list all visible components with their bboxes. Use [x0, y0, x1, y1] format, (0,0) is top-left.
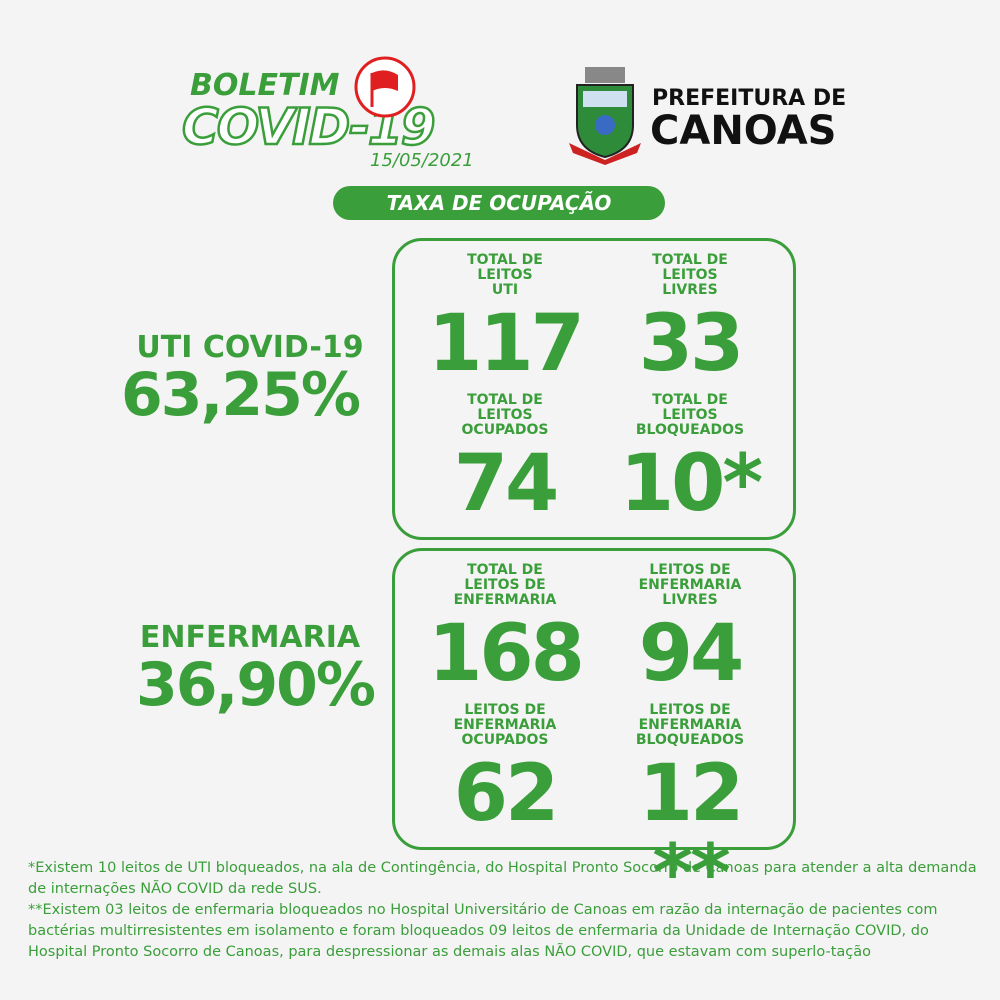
footnotes: *Existem 10 leitos de UTI bloqueados, na… [28, 858, 988, 963]
stat-cell: LEITOS DE ENFERMARIA BLOQUEADOS 12 ** [595, 703, 785, 919]
stat-label-line: OCUPADOS [461, 422, 549, 438]
stat-label: TOTAL DE LEITOS LIVRES [595, 253, 785, 298]
stat-value: 12 ** [638, 749, 745, 919]
stat-label-line: LEITOS DE [464, 577, 546, 593]
stat-label-line: ENFERMARIA [453, 592, 557, 608]
stat-cell: TOTAL DE LEITOS UTI 117 [410, 253, 600, 389]
stat-cell: TOTAL DE LEITOS LIVRES 33 [595, 253, 785, 389]
stat-label: TOTAL DE LEITOS UTI [410, 253, 600, 298]
stat-label: LEITOS DE ENFERMARIA OCUPADOS [410, 703, 600, 748]
stat-label-line: LEITOS DE [649, 702, 731, 718]
stat-value: 10* [619, 439, 763, 529]
stat-label-line: BLOQUEADOS [635, 422, 745, 438]
stat-label: TOTAL DE LEITOS OCUPADOS [410, 393, 600, 438]
stat-value: 117 [428, 299, 585, 389]
stat-value: 74 [453, 439, 560, 529]
org-line1: PREFEITURA DE [652, 86, 847, 111]
footnote: *Existem 10 leitos de UTI bloqueados, na… [28, 860, 977, 897]
stat-label-line: TOTAL DE [652, 252, 728, 268]
org-line2: CANOAS [650, 108, 837, 154]
stat-value: 168 [428, 609, 585, 699]
section-label: UTI COVID-19 [136, 330, 364, 365]
flag-icon [354, 56, 416, 118]
stat-cell: TOTAL DE LEITOS OCUPADOS 74 [410, 393, 600, 529]
stat-label-line: LEITOS DE [464, 702, 546, 718]
stat-label-line: LEITOS DE [649, 562, 731, 578]
stat-label-line: LIVRES [662, 282, 718, 298]
stat-label-line: OCUPADOS [461, 732, 549, 748]
stat-cell: LEITOS DE ENFERMARIA OCUPADOS 62 [410, 703, 600, 839]
section-label: ENFERMARIA [139, 620, 361, 655]
stat-label-line: ENFERMARIA [638, 577, 742, 593]
stat-cell: TOTAL DE LEITOS DE ENFERMARIA 168 [410, 563, 600, 699]
stat-cell: TOTAL DE LEITOS BLOQUEADOS 10* [595, 393, 785, 529]
badge: TAXA DE OCUPAÇÃO [333, 186, 665, 220]
stat-label: TOTAL DE LEITOS BLOQUEADOS [595, 393, 785, 438]
stat-cell: LEITOS DE ENFERMARIA LIVRES 94 [595, 563, 785, 699]
title: BOLETIM [190, 68, 340, 103]
stat-label-line: LEITOS [662, 407, 718, 423]
stat-value: 94 [638, 609, 745, 699]
stat-label-line: BLOQUEADOS [635, 732, 745, 748]
stat-label: LEITOS DE ENFERMARIA LIVRES [595, 563, 785, 608]
stat-label-line: LEITOS [477, 407, 533, 423]
section-box: TOTAL DE LEITOS UTI 117 TOTAL DE LEITOS LIVRES… [392, 238, 796, 540]
section-rate: 36,90% [136, 650, 376, 720]
stat-value: 33 [638, 299, 745, 389]
stat-label-line: LEITOS [477, 267, 533, 283]
stat-label-line: LIVRES [662, 592, 718, 608]
stat-label-line: ENFERMARIA [638, 717, 742, 733]
section-box: TOTAL DE LEITOS DE ENFERMARIA 168 LEITOS DE E… [392, 548, 796, 914]
stat-value: 62 [453, 749, 560, 839]
stat-label-line: TOTAL DE [467, 252, 543, 268]
footnote: **Existem 03 leitos de enfermaria bloque… [28, 902, 938, 960]
stat-label-line: TOTAL DE [467, 562, 543, 578]
coat-of-arms [569, 67, 641, 165]
stat-label-line: ENFERMARIA [453, 717, 557, 733]
stat-label-line: TOTAL DE [652, 392, 728, 408]
stat-label: LEITOS DE ENFERMARIA BLOQUEADOS [595, 703, 785, 748]
stat-label-line: LEITOS [662, 267, 718, 283]
date: 15/05/2021 [370, 150, 474, 171]
stat-label-line: TOTAL DE [467, 392, 543, 408]
section-rate: 63,25% [121, 360, 361, 430]
stat-label-line: UTI [491, 282, 519, 298]
stat-label: TOTAL DE LEITOS DE ENFERMARIA [410, 563, 600, 608]
